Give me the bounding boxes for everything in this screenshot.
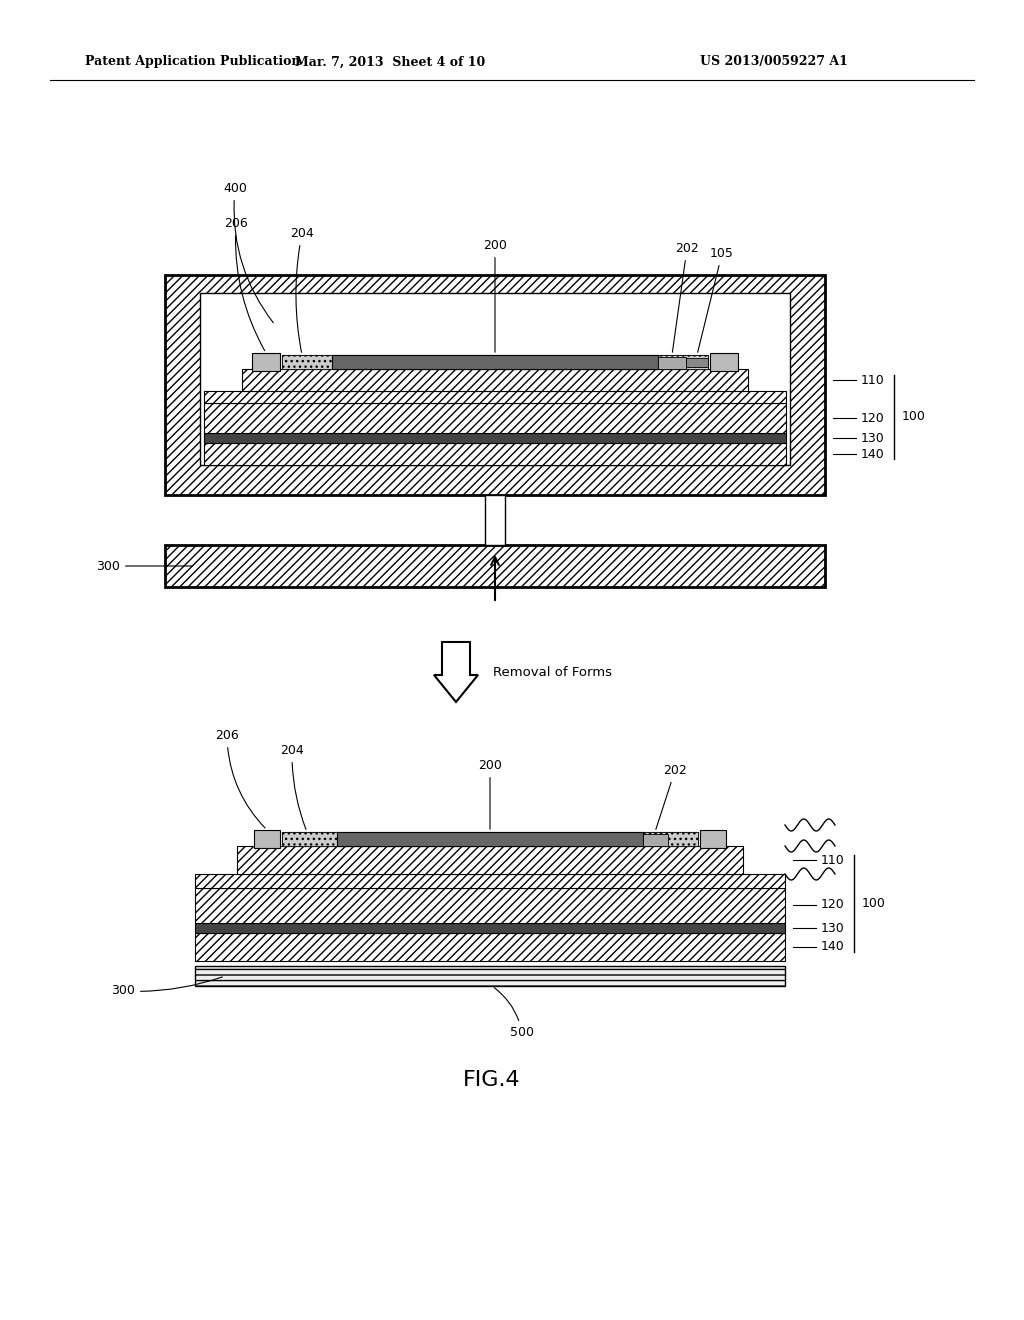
Text: 204: 204 <box>281 744 306 829</box>
Polygon shape <box>434 642 478 702</box>
Text: 110: 110 <box>821 854 845 866</box>
Bar <box>237 846 743 874</box>
Text: 200: 200 <box>483 239 507 352</box>
Bar <box>204 444 786 465</box>
Bar <box>332 355 658 370</box>
Bar <box>686 358 708 367</box>
Text: 206: 206 <box>215 729 265 828</box>
Bar <box>195 933 785 961</box>
Bar <box>252 352 280 371</box>
Bar <box>204 391 786 403</box>
Text: 120: 120 <box>821 899 845 912</box>
Text: 202: 202 <box>655 764 687 829</box>
Text: Patent Application Publication: Patent Application Publication <box>85 55 300 69</box>
Text: 202: 202 <box>673 242 698 352</box>
Text: 120: 120 <box>861 412 885 425</box>
Text: 100: 100 <box>902 411 926 424</box>
Bar <box>195 888 785 923</box>
Text: Removal of Forms: Removal of Forms <box>493 665 612 678</box>
Bar <box>200 293 790 465</box>
Text: 130: 130 <box>821 921 845 935</box>
Text: 206: 206 <box>224 216 264 351</box>
Text: 130: 130 <box>861 432 885 445</box>
Bar <box>204 433 786 444</box>
Bar <box>204 403 786 433</box>
Text: 300: 300 <box>96 560 193 573</box>
Text: FIG.4: FIG.4 <box>463 1071 521 1090</box>
Bar <box>658 356 686 370</box>
Bar <box>195 874 785 888</box>
Text: 200: 200 <box>478 759 502 829</box>
Bar <box>643 834 668 846</box>
Text: US 2013/0059227 A1: US 2013/0059227 A1 <box>700 55 848 69</box>
Bar <box>710 352 738 371</box>
Text: 105: 105 <box>697 247 734 352</box>
Text: 500: 500 <box>495 987 534 1039</box>
Text: 140: 140 <box>821 940 845 953</box>
Bar <box>485 495 505 545</box>
Text: 400: 400 <box>223 182 273 323</box>
Bar <box>242 370 748 391</box>
Text: 204: 204 <box>290 227 314 352</box>
Text: Mar. 7, 2013  Sheet 4 of 10: Mar. 7, 2013 Sheet 4 of 10 <box>295 55 485 69</box>
Text: 100: 100 <box>862 898 886 909</box>
Bar <box>165 545 825 587</box>
Bar <box>337 832 643 846</box>
Bar <box>254 830 280 847</box>
Bar <box>195 966 785 986</box>
Bar <box>282 832 698 846</box>
Text: 300: 300 <box>112 977 222 998</box>
Bar <box>165 275 825 495</box>
Bar <box>195 923 785 933</box>
Bar <box>282 355 708 370</box>
Text: 110: 110 <box>861 374 885 387</box>
Bar <box>700 830 726 847</box>
Bar <box>282 355 708 370</box>
Text: 140: 140 <box>861 447 885 461</box>
Bar <box>282 832 698 846</box>
